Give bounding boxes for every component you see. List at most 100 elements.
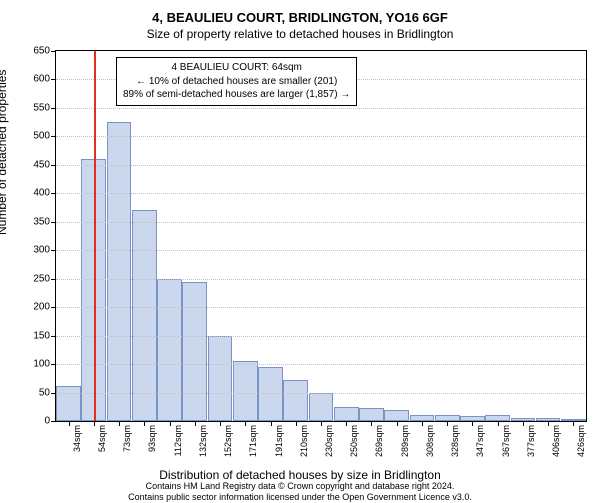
bars-group <box>56 51 586 421</box>
xtick-label: 93sqm <box>147 425 157 452</box>
ytick-label: 550 <box>33 102 50 113</box>
gridline <box>56 165 586 166</box>
xtick-label: 289sqm <box>400 425 410 457</box>
xtick-mark <box>371 421 372 426</box>
xtick-label: 152sqm <box>223 425 233 457</box>
ytick-label: 250 <box>33 273 50 284</box>
bar <box>283 380 308 421</box>
ytick-mark <box>51 136 56 137</box>
xtick-label: 250sqm <box>349 425 359 457</box>
xtick-mark <box>245 421 246 426</box>
ytick-mark <box>51 222 56 223</box>
ytick-mark <box>51 421 56 422</box>
xtick-mark <box>119 421 120 426</box>
ytick-mark <box>51 79 56 80</box>
chart-container: 4, BEAULIEU COURT, BRIDLINGTON, YO16 6GF… <box>0 0 600 500</box>
ytick-mark <box>51 393 56 394</box>
xtick-mark <box>548 421 549 426</box>
chart-subtitle: Size of property relative to detached ho… <box>0 25 600 41</box>
ytick-label: 400 <box>33 188 50 199</box>
ytick-mark <box>51 250 56 251</box>
bar <box>359 408 384 421</box>
xtick-mark <box>296 421 297 426</box>
xtick-label: 308sqm <box>425 425 435 457</box>
ytick-label: 500 <box>33 131 50 142</box>
gridline <box>56 108 586 109</box>
xtick-mark <box>94 421 95 426</box>
bar <box>182 282 207 421</box>
bar <box>56 386 81 421</box>
xtick-label: 426sqm <box>576 425 586 457</box>
xtick-mark <box>144 421 145 426</box>
annotation-title: 4 BEAULIEU COURT: 64sqm <box>123 61 350 75</box>
xtick-mark <box>472 421 473 426</box>
annotation-smaller: ← 10% of detached houses are smaller (20… <box>123 75 350 89</box>
ytick-label: 200 <box>33 302 50 313</box>
gridline <box>56 222 586 223</box>
x-axis-label: Distribution of detached houses by size … <box>0 468 600 482</box>
ytick-mark <box>51 279 56 280</box>
xtick-mark <box>523 421 524 426</box>
ytick-label: 300 <box>33 245 50 256</box>
xtick-mark <box>498 421 499 426</box>
bar <box>132 210 157 421</box>
ytick-label: 50 <box>39 387 50 398</box>
ytick-mark <box>51 51 56 52</box>
gridline <box>56 193 586 194</box>
xtick-label: 34sqm <box>72 425 82 452</box>
xtick-mark <box>321 421 322 426</box>
xtick-label: 132sqm <box>198 425 208 457</box>
xtick-label: 328sqm <box>450 425 460 457</box>
gridline <box>56 136 586 137</box>
ytick-mark <box>51 364 56 365</box>
annotation-larger: 89% of semi-detached houses are larger (… <box>123 88 350 102</box>
footer-line-1: Contains HM Land Registry data © Crown c… <box>0 481 600 492</box>
reference-line <box>94 51 96 421</box>
gridline <box>56 364 586 365</box>
ytick-label: 600 <box>33 74 50 85</box>
bar <box>107 122 132 421</box>
ytick-mark <box>51 336 56 337</box>
plot-area: 050100150200250300350400450500550600650 … <box>55 50 587 422</box>
gridline <box>56 336 586 337</box>
xtick-mark <box>195 421 196 426</box>
xtick-label: 269sqm <box>374 425 384 457</box>
xtick-mark <box>346 421 347 426</box>
ytick-label: 350 <box>33 216 50 227</box>
xtick-label: 377sqm <box>526 425 536 457</box>
ytick-label: 0 <box>44 416 50 427</box>
ytick-mark <box>51 193 56 194</box>
gridline <box>56 307 586 308</box>
xtick-label: 347sqm <box>475 425 485 457</box>
ytick-label: 100 <box>33 359 50 370</box>
bar <box>208 336 233 421</box>
bar <box>334 407 359 421</box>
xtick-label: 406sqm <box>551 425 561 457</box>
xtick-label: 112sqm <box>173 425 183 456</box>
ytick-mark <box>51 165 56 166</box>
xtick-mark <box>447 421 448 426</box>
xtick-label: 73sqm <box>122 425 132 452</box>
bar <box>233 361 258 421</box>
gridline <box>56 279 586 280</box>
gridline <box>56 393 586 394</box>
xtick-label: 367sqm <box>501 425 511 457</box>
xtick-mark <box>422 421 423 426</box>
xtick-label: 171sqm <box>248 425 258 457</box>
ytick-label: 450 <box>33 159 50 170</box>
annotation-box: 4 BEAULIEU COURT: 64sqm ← 10% of detache… <box>116 57 357 106</box>
ytick-label: 150 <box>33 330 50 341</box>
bar <box>309 393 334 421</box>
xtick-mark <box>170 421 171 426</box>
xtick-label: 54sqm <box>97 425 107 452</box>
bar <box>258 367 283 421</box>
gridline <box>56 250 586 251</box>
xtick-label: 191sqm <box>274 425 284 457</box>
footer-line-2: Contains public sector information licen… <box>0 492 600 503</box>
bar <box>157 279 182 421</box>
xtick-mark <box>271 421 272 426</box>
ytick-mark <box>51 108 56 109</box>
xtick-mark <box>397 421 398 426</box>
chart-title: 4, BEAULIEU COURT, BRIDLINGTON, YO16 6GF <box>0 0 600 25</box>
ytick-mark <box>51 307 56 308</box>
